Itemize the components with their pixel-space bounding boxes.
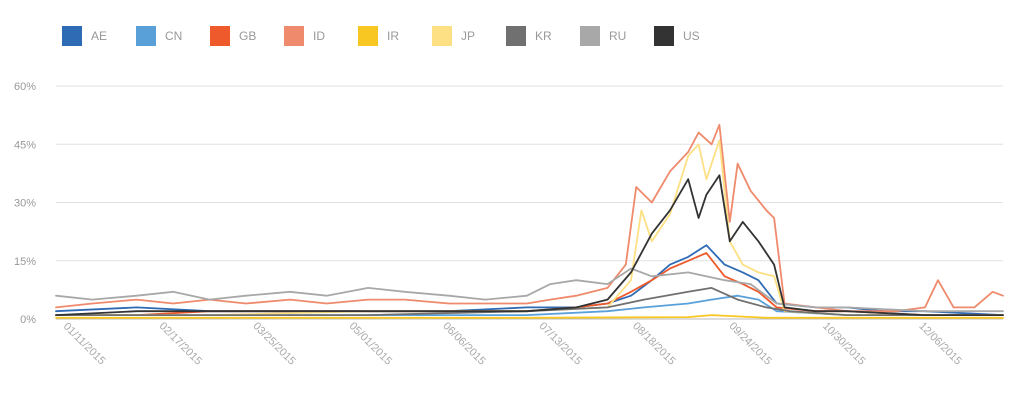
x-tick-label: 08/18/2015 [630, 320, 677, 367]
legend-label: KR [535, 29, 552, 43]
y-tick-label: 15% [14, 256, 36, 268]
legend-swatch [136, 26, 156, 46]
legend-swatch [284, 26, 304, 46]
series-line-us [55, 174, 1004, 316]
legend-swatch [506, 26, 526, 46]
legend-swatch [358, 26, 378, 46]
legend-swatch [654, 26, 674, 46]
legend-label: US [683, 29, 700, 43]
y-tick-label: 60% [14, 81, 36, 93]
legend-item-kr[interactable]: KR [506, 26, 552, 46]
series-line-jp [55, 139, 1004, 316]
series-layer [55, 123, 1004, 319]
legend-item-cn[interactable]: CN [136, 26, 182, 46]
x-tick-label: 09/24/2015 [726, 320, 773, 367]
legend-label: JP [461, 29, 475, 43]
y-tick-label: 0% [20, 314, 36, 326]
legend-swatch [210, 26, 230, 46]
y-tick-label: 45% [14, 139, 36, 151]
legend-swatch [62, 26, 82, 46]
grid [56, 85, 1003, 320]
legend-label: GB [239, 29, 256, 43]
x-axis-ticks: 01/11/2015 02/17/2015 03/25/2015 05/01/2015… [61, 320, 964, 367]
legend-swatch [432, 26, 452, 46]
legend-item-ae[interactable]: AE [62, 26, 107, 46]
x-tick-label: 02/17/2015 [157, 320, 204, 367]
x-tick-label: 05/01/2015 [347, 320, 394, 367]
series-line-ae [55, 244, 1004, 316]
legend-item-us[interactable]: US [654, 26, 700, 46]
x-tick-label: 10/30/2015 [820, 320, 867, 367]
series-line-id [55, 123, 1004, 313]
series-line-kr [55, 287, 1004, 316]
series-line-ir [55, 314, 1004, 319]
y-tick-label: 30% [14, 198, 36, 210]
x-tick-label: 01/11/2015 [61, 320, 108, 367]
legend-label: ID [313, 29, 325, 43]
legend-item-id[interactable]: ID [284, 26, 325, 46]
legend-label: AE [91, 29, 107, 43]
series-line-gb [55, 252, 1004, 316]
y-axis-ticks: 0% 15% 30% 45% 60% [14, 81, 36, 326]
legend: AE CN GB ID IR JP KR RU US [62, 26, 700, 46]
legend-label: RU [609, 29, 626, 43]
series-line-ru [55, 267, 1004, 313]
legend-item-jp[interactable]: JP [432, 26, 475, 46]
x-tick-label: 06/06/2015 [440, 320, 487, 367]
x-tick-label: 03/25/2015 [250, 320, 297, 367]
legend-item-gb[interactable]: GB [210, 26, 256, 46]
legend-item-ir[interactable]: IR [358, 26, 399, 46]
legend-item-ru[interactable]: RU [580, 26, 626, 46]
x-tick-label: 12/06/2015 [916, 320, 963, 367]
legend-label: CN [165, 29, 182, 43]
legend-swatch [580, 26, 600, 46]
legend-label: IR [387, 29, 399, 43]
x-tick-label: 07/13/2015 [537, 320, 584, 367]
